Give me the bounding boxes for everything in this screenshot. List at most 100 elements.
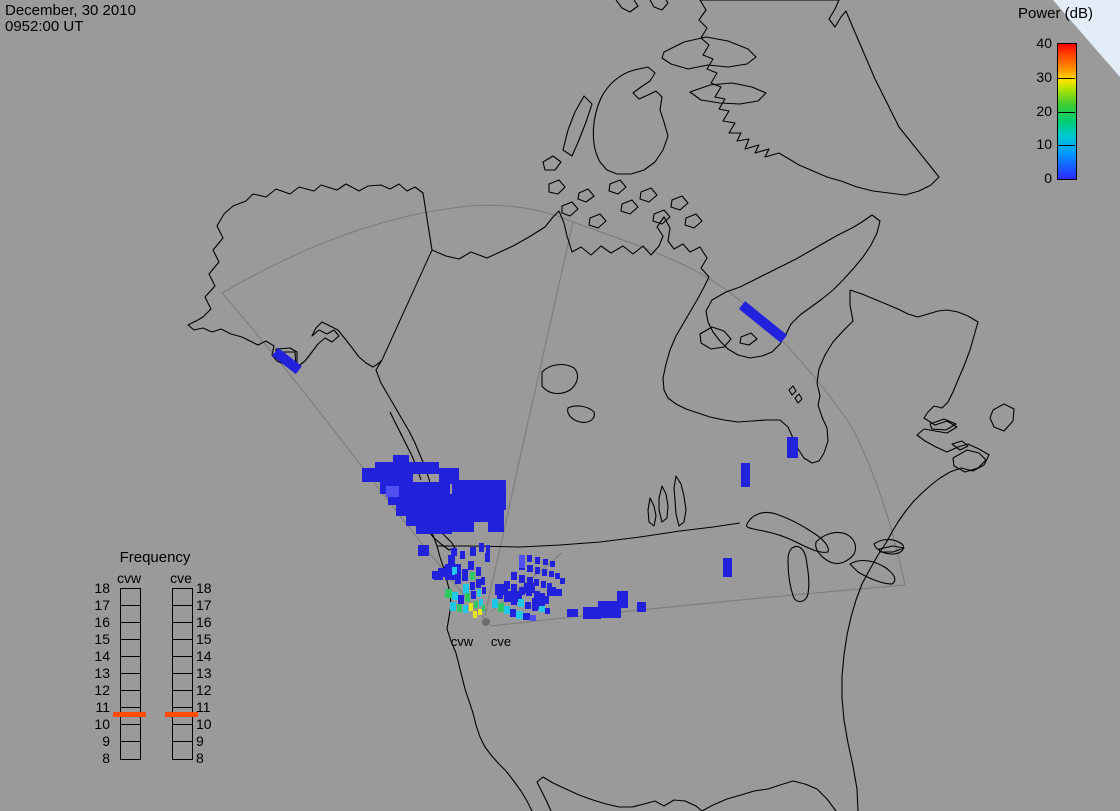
echo-cell bbox=[481, 577, 485, 585]
coastline-path bbox=[698, 0, 940, 196]
echo-cell bbox=[455, 574, 461, 584]
echo-cell bbox=[547, 583, 552, 589]
coastline-path bbox=[705, 214, 881, 359]
echo-cell bbox=[511, 572, 517, 580]
echo-cell bbox=[543, 559, 548, 565]
echo-cell bbox=[511, 597, 517, 605]
echo-cell bbox=[556, 589, 562, 596]
echo-cell bbox=[555, 573, 560, 579]
echo-cell bbox=[511, 584, 517, 592]
coastline-path bbox=[873, 538, 905, 555]
coastline-path bbox=[952, 449, 987, 473]
coastline-path bbox=[649, 0, 669, 11]
coastline-path bbox=[620, 199, 639, 215]
coastline-path bbox=[989, 403, 1015, 432]
freq-tick-line bbox=[173, 690, 192, 691]
radar-fov-lines bbox=[221, 204, 906, 627]
echo-cell bbox=[450, 602, 456, 611]
border-path bbox=[381, 249, 433, 361]
echo-cell bbox=[477, 589, 481, 597]
echo-cell bbox=[504, 594, 510, 602]
freq-tick-label: 13 bbox=[196, 665, 212, 681]
freq-tick-label: 16 bbox=[94, 614, 110, 630]
power-bar-divider bbox=[1057, 111, 1075, 113]
echo-cell bbox=[527, 577, 533, 584]
echo-cell bbox=[541, 581, 546, 588]
coastline-path bbox=[815, 531, 857, 565]
echo-cell bbox=[460, 551, 465, 559]
echo-cell bbox=[413, 462, 439, 474]
power-tick-label: 20 bbox=[1036, 102, 1052, 119]
echo-cell bbox=[362, 468, 375, 482]
coastline-path bbox=[505, 770, 533, 811]
coastline-path bbox=[689, 82, 767, 105]
frequency-legend-title: Frequency bbox=[119, 549, 191, 566]
coastline-path bbox=[542, 155, 562, 171]
echo-cell bbox=[432, 571, 438, 579]
coastline-path bbox=[788, 385, 797, 396]
echo-cell bbox=[539, 606, 545, 612]
coastline-path bbox=[639, 187, 658, 203]
coastline-path bbox=[746, 511, 829, 553]
timestamp: December, 30 2010 0952:00 UT bbox=[5, 3, 136, 35]
echo-streak bbox=[272, 347, 302, 375]
coastline-path bbox=[223, 183, 433, 251]
echo-cell bbox=[787, 437, 798, 458]
echo-cell bbox=[504, 581, 510, 589]
power-tick-label: 0 bbox=[1044, 170, 1052, 186]
coastline-path bbox=[673, 475, 687, 527]
echo-cell bbox=[418, 545, 429, 556]
freq-tick-line bbox=[121, 724, 140, 725]
echo-cell bbox=[474, 601, 478, 608]
coastline-path bbox=[562, 95, 593, 157]
echo-cell bbox=[637, 602, 646, 612]
projection-corner bbox=[1053, 0, 1120, 77]
echo-cell bbox=[471, 591, 476, 599]
power-tick-label: 10 bbox=[1036, 136, 1052, 153]
freq-tick-label: 11 bbox=[95, 699, 110, 715]
freq-tick-line bbox=[121, 741, 140, 742]
echo-cell bbox=[497, 591, 503, 599]
coastline-path bbox=[699, 326, 732, 350]
echo-cell bbox=[560, 578, 565, 584]
echo-cell bbox=[542, 569, 547, 576]
echo-cell bbox=[451, 548, 457, 556]
echo-cell bbox=[540, 593, 545, 600]
echo-cell bbox=[406, 516, 466, 526]
echo-cell bbox=[523, 613, 530, 620]
echo-cell bbox=[492, 599, 498, 608]
coastline-path bbox=[661, 36, 757, 70]
echo-cell bbox=[448, 555, 455, 566]
freq-tick-label: 9 bbox=[196, 733, 204, 749]
time-line: 0952:00 UT bbox=[5, 18, 84, 35]
freq-scale-cvw bbox=[120, 588, 141, 760]
power-tick-label: 30 bbox=[1036, 68, 1052, 85]
echo-cell bbox=[524, 583, 535, 593]
freq-tick-label: 9 bbox=[102, 733, 110, 749]
echo-cell bbox=[567, 609, 578, 617]
coastline-path bbox=[647, 497, 657, 527]
freq-tick-line bbox=[173, 605, 192, 606]
echo-cell bbox=[532, 598, 545, 609]
freq-marker-cvw bbox=[113, 711, 146, 717]
power-colorbar bbox=[1057, 43, 1077, 180]
freq-tick-line bbox=[173, 622, 192, 623]
coastline-path bbox=[608, 179, 627, 195]
echo-cell bbox=[375, 462, 413, 482]
coastline-path bbox=[592, 66, 669, 175]
coastline-path bbox=[389, 411, 403, 437]
coastline-path bbox=[431, 210, 990, 811]
freq-tick-label: 15 bbox=[196, 631, 212, 647]
power-tick-label: 40 bbox=[1036, 35, 1052, 51]
coastline-path bbox=[615, 0, 639, 13]
freq-tick-line bbox=[121, 622, 140, 623]
coastline-path bbox=[652, 209, 671, 225]
coastline-path bbox=[878, 545, 905, 553]
echo-cell bbox=[396, 505, 476, 516]
echo-cell bbox=[452, 592, 458, 600]
echo-cell bbox=[549, 571, 554, 577]
echo-cell bbox=[448, 522, 474, 532]
echo-cell bbox=[545, 608, 550, 614]
